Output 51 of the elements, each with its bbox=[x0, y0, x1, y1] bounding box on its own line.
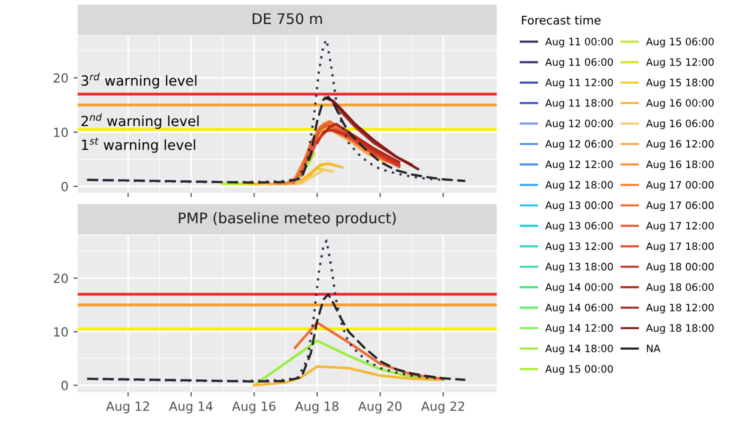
y-tick-label: 10 bbox=[54, 128, 68, 138]
legend-label: Aug 11 06:00 bbox=[545, 58, 613, 68]
legend-label: Aug 12 06:00 bbox=[545, 140, 613, 150]
legend-label: Aug 14 06:00 bbox=[545, 304, 613, 314]
legend-label: NA bbox=[646, 344, 660, 352]
y-tick-label: 20 bbox=[54, 274, 68, 284]
legend-label: Aug 18 06:00 bbox=[646, 283, 714, 293]
legend-label: Aug 13 00:00 bbox=[545, 201, 613, 212]
legend-label: Aug 11 18:00 bbox=[545, 99, 613, 109]
y-tick-label: 20 bbox=[54, 73, 68, 83]
y-tick-label: 0 bbox=[62, 380, 68, 390]
legend-label: Aug 14 12:00 bbox=[545, 324, 613, 334]
legend-label: Aug 16 12:00 bbox=[646, 140, 714, 150]
legend-label: Aug 15 00:00 bbox=[545, 365, 613, 375]
chart-title: PMP (baseline meteo product) bbox=[178, 212, 396, 226]
legend-label: Aug 13 18:00 bbox=[545, 262, 613, 272]
legend-label: Aug 16 00:00 bbox=[646, 99, 714, 109]
legend-label: Aug 17 12:00 bbox=[646, 222, 714, 232]
legend-label: Aug 15 12:00 bbox=[646, 58, 714, 68]
legend-label: Aug 13 12:00 bbox=[545, 242, 613, 252]
legend-label: Aug 15 18:00 bbox=[646, 78, 714, 88]
x-tick-label: Aug 18 bbox=[295, 401, 338, 414]
legend-label: Aug 17 06:00 bbox=[646, 201, 714, 212]
legend-label: Aug 12 00:00 bbox=[545, 120, 613, 130]
legend-label: Aug 12 12:00 bbox=[545, 160, 613, 170]
legend-label: Aug 16 18:00 bbox=[646, 160, 714, 170]
legend-label: Aug 11 00:00 bbox=[545, 38, 613, 48]
ref-line-label: 3$^{rd}$ warning level bbox=[82, 72, 196, 88]
legend-label: Aug 15 06:00 bbox=[646, 38, 714, 48]
legend-label: Aug 17 00:00 bbox=[646, 180, 714, 191]
legend-label: Aug 18 18:00 bbox=[646, 324, 714, 334]
legend-label: Aug 12 18:00 bbox=[545, 180, 613, 191]
legend-label: Aug 11 12:00 bbox=[545, 78, 613, 88]
ref-line-label: 1$^{st}$ warning level bbox=[82, 138, 196, 153]
legend-label: Aug 18 00:00 bbox=[646, 262, 714, 272]
legend-label: Aug 17 18:00 bbox=[646, 242, 714, 252]
y-tick-label: 0 bbox=[62, 182, 68, 192]
chart-title: DE 750 m bbox=[252, 13, 322, 24]
ref-line-label: 2$^{nd}$ warning level bbox=[81, 113, 199, 129]
y-tick-label: 10 bbox=[54, 327, 68, 337]
legend-label: Aug 16 06:00 bbox=[646, 120, 714, 130]
x-tick-label: Aug 14 bbox=[169, 402, 213, 414]
legend-label: Aug 13 06:00 bbox=[545, 222, 613, 232]
x-tick-label: Aug 16 bbox=[232, 401, 276, 414]
x-tick-label: Aug 22 bbox=[421, 401, 464, 414]
legend-label: Aug 14 00:00 bbox=[545, 283, 613, 293]
x-tick-label: Aug 12 bbox=[106, 401, 149, 414]
legend-title: Forecast time bbox=[522, 15, 601, 25]
legend-label: Aug 14 18:00 bbox=[545, 344, 613, 354]
x-tick-label: Aug 20 bbox=[358, 401, 402, 414]
legend-label: Aug 18 12:00 bbox=[646, 304, 714, 314]
